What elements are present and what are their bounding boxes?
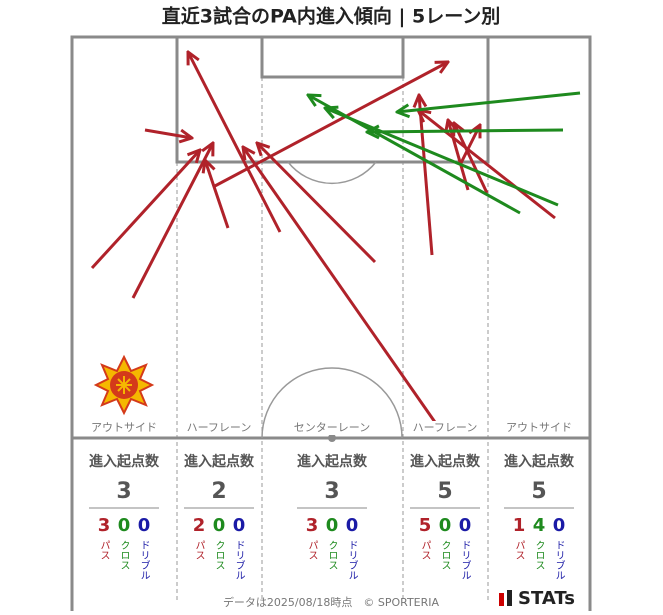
lane-name: センターレーン [294,421,370,434]
cross-count: 0 [118,515,131,536]
pass-label: パス [513,540,525,560]
pass-label: パス [193,540,205,560]
lane-label-bg [499,421,579,435]
lane-label-bg [179,421,259,435]
lane-heading: 進入起点数 [297,453,368,470]
pass-count: 1 [513,515,526,536]
cross-label: クロス [118,540,129,570]
lane-total: 3 [116,479,131,504]
dribble-count: 0 [233,515,246,536]
dribble-label: ドリブル [553,540,565,580]
pass-label: パス [419,540,431,560]
dribble-label: ドリブル [346,540,358,580]
brand-icon [507,590,512,606]
lane-name: アウトサイド [506,421,572,434]
dribble-label: ドリブル [233,540,245,580]
dribble-label: ドリブル [138,540,150,580]
cross-count: 0 [326,515,339,536]
lane-heading: 進入起点数 [504,453,575,470]
cross-label: クロス [533,540,544,570]
lane-heading: 進入起点数 [410,453,481,470]
title: 直近3試合のPA内進入傾向 | 5レーン別 [162,5,501,28]
pass-label: パス [98,540,110,560]
cross-label: クロス [326,540,337,570]
lane-total: 3 [324,479,339,504]
pass-count: 3 [98,515,111,536]
lane-total: 5 [437,479,452,504]
brand-name: STATs [518,588,575,609]
team-emblem [93,354,155,416]
dribble-count: 0 [459,515,472,536]
lane-name: ハーフレーン [187,421,252,434]
cross-count: 4 [533,515,546,536]
pass-count: 3 [306,515,319,536]
pass-count: 5 [419,515,432,536]
dribble-label: ドリブル [459,540,471,580]
lane-name: ハーフレーン [413,421,478,434]
cross-label: クロス [213,540,224,570]
lane-heading: 進入起点数 [89,453,160,470]
pitch [70,35,592,611]
lane-table: アウトサイド進入起点数33パス0クロス0ドリブルハーフレーン進入起点数22パス0… [84,421,579,580]
footer: データは2025/08/18時点 © SPORTERIA [223,595,440,609]
entry-arrows [90,52,581,426]
cross-label: クロス [439,540,450,570]
brand: STATs [499,588,575,609]
dribble-count: 0 [346,515,359,536]
lane-label-bg [405,421,485,435]
pass-label: パス [306,540,318,560]
cross-count: 0 [439,515,452,536]
lane-heading: 進入起点数 [184,453,255,470]
dribble-count: 0 [138,515,151,536]
lane-label-bg [84,421,164,435]
lane-label-bg [292,421,372,435]
lane-name: アウトサイド [91,421,157,434]
dribble-count: 0 [553,515,566,536]
cross-count: 0 [213,515,226,536]
lane-total: 5 [531,479,546,504]
pass-count: 2 [193,515,206,536]
brand-icon [499,593,504,606]
lane-total: 2 [211,479,226,504]
